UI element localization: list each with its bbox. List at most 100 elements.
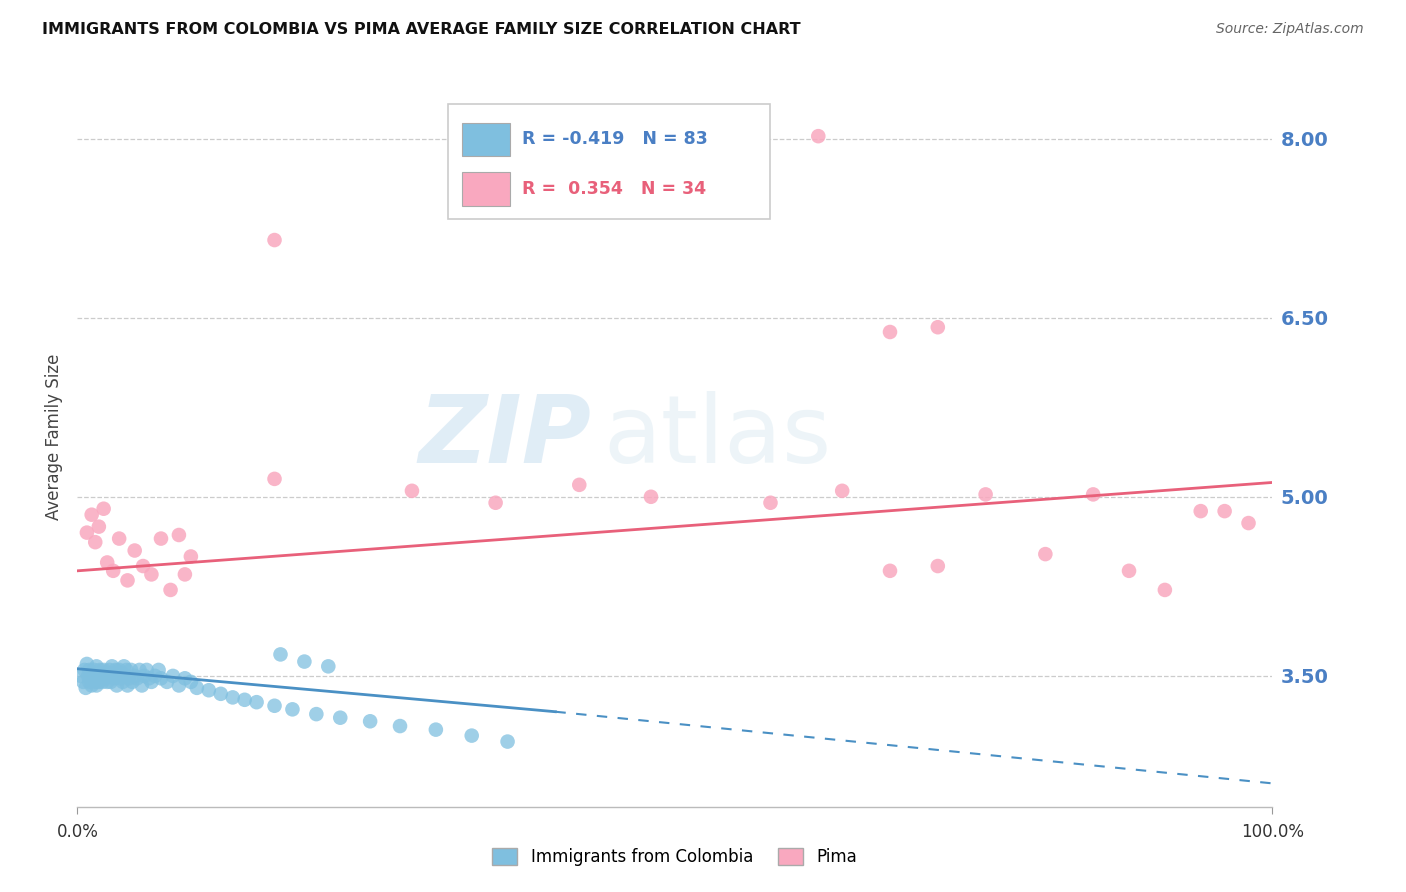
Point — [134, 669, 156, 683]
Point — [84, 674, 107, 689]
Point — [927, 559, 949, 574]
Point — [87, 666, 110, 681]
Point — [108, 532, 131, 546]
Point — [128, 663, 150, 677]
Point — [138, 671, 160, 685]
Point — [388, 719, 412, 733]
Point — [186, 681, 208, 695]
Point — [98, 663, 121, 677]
Point — [141, 567, 163, 582]
Point — [132, 559, 155, 574]
Point — [270, 648, 292, 662]
Point — [80, 508, 103, 522]
Point — [292, 655, 315, 669]
Text: atlas: atlas — [603, 391, 831, 483]
Point — [1035, 547, 1057, 561]
Point — [640, 490, 662, 504]
Point — [831, 483, 853, 498]
Point — [72, 674, 94, 689]
Point — [111, 674, 134, 689]
Point — [87, 674, 110, 689]
Point — [94, 671, 117, 685]
Point — [263, 698, 285, 713]
Point — [568, 478, 591, 492]
Point — [180, 674, 202, 689]
Point — [86, 659, 108, 673]
Point — [127, 671, 149, 685]
Point — [759, 496, 782, 510]
Point — [484, 496, 508, 510]
Point — [82, 671, 104, 685]
Point — [318, 659, 340, 673]
Point — [103, 671, 125, 685]
Point — [1237, 516, 1260, 530]
Point — [150, 532, 173, 546]
Point — [141, 674, 163, 689]
Point — [879, 564, 901, 578]
Point — [148, 663, 170, 677]
Point — [167, 678, 190, 692]
Point — [83, 663, 105, 677]
Point — [79, 674, 101, 689]
Point — [108, 663, 131, 677]
Point — [104, 663, 127, 677]
Text: Source: ZipAtlas.com: Source: ZipAtlas.com — [1216, 22, 1364, 37]
Point — [90, 671, 112, 685]
Point — [131, 678, 153, 692]
Point — [100, 674, 122, 689]
Point — [121, 674, 143, 689]
Point — [84, 669, 107, 683]
Point — [94, 666, 117, 681]
Point — [150, 671, 173, 685]
Point — [496, 734, 519, 748]
Point — [120, 663, 142, 677]
Point — [263, 233, 285, 247]
Text: IMMIGRANTS FROM COLOMBIA VS PIMA AVERAGE FAMILY SIZE CORRELATION CHART: IMMIGRANTS FROM COLOMBIA VS PIMA AVERAGE… — [42, 22, 801, 37]
Point — [401, 483, 423, 498]
Point — [93, 501, 115, 516]
Point — [1189, 504, 1212, 518]
Point — [1118, 564, 1140, 578]
Point — [329, 711, 352, 725]
Point — [159, 582, 181, 597]
Point — [80, 678, 103, 692]
Point — [461, 729, 484, 743]
Point — [167, 528, 190, 542]
Point — [124, 543, 146, 558]
Point — [79, 669, 101, 683]
Point — [97, 669, 120, 683]
FancyBboxPatch shape — [463, 123, 510, 156]
Legend: Immigrants from Colombia, Pima: Immigrants from Colombia, Pima — [486, 841, 863, 873]
Point — [93, 669, 115, 683]
Y-axis label: Average Family Size: Average Family Size — [45, 354, 63, 520]
Point — [76, 525, 98, 540]
Text: R =  0.354   N = 34: R = 0.354 N = 34 — [522, 180, 706, 198]
Point — [305, 707, 328, 722]
Point — [117, 574, 139, 588]
Point — [77, 669, 100, 683]
Point — [82, 666, 104, 681]
Point — [807, 129, 830, 144]
Point — [114, 669, 136, 683]
Point — [115, 663, 138, 677]
Point — [197, 683, 219, 698]
Point — [107, 669, 129, 683]
Point — [180, 549, 202, 564]
Point — [425, 723, 447, 737]
Point — [101, 659, 124, 673]
Point — [1213, 504, 1236, 518]
FancyBboxPatch shape — [463, 172, 510, 206]
Point — [156, 674, 179, 689]
Point — [359, 714, 381, 729]
Point — [1154, 582, 1177, 597]
Point — [110, 671, 132, 685]
Point — [124, 669, 146, 683]
Point — [73, 663, 96, 677]
Point — [112, 659, 135, 673]
Point — [89, 663, 111, 677]
Point — [1083, 487, 1105, 501]
Point — [70, 669, 93, 683]
Point — [91, 674, 114, 689]
Point — [974, 487, 997, 501]
Text: ZIP: ZIP — [419, 391, 592, 483]
